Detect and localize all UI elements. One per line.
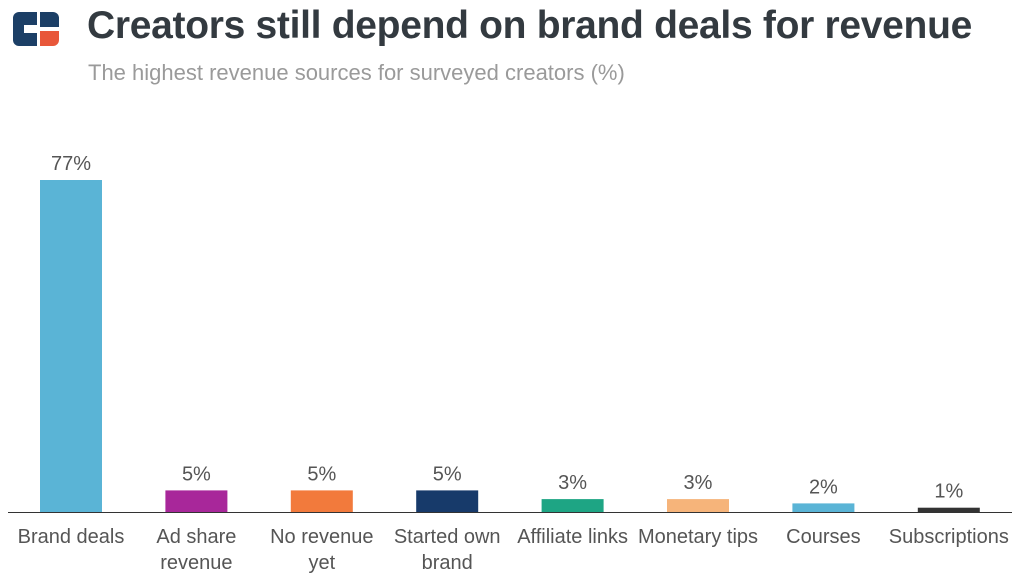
bar bbox=[667, 499, 729, 512]
chart-subtitle: The highest revenue sources for surveyed… bbox=[88, 60, 625, 85]
bar bbox=[416, 490, 479, 512]
value-label: 3% bbox=[558, 472, 587, 494]
category-label: Brand deals bbox=[18, 526, 125, 548]
bar bbox=[917, 507, 980, 512]
bar bbox=[792, 503, 855, 512]
value-label: 3% bbox=[684, 472, 713, 494]
value-label: 5% bbox=[433, 463, 462, 485]
brand-logo-icon bbox=[13, 12, 59, 46]
category-label: Started own bbox=[394, 526, 501, 548]
category-label: Affiliate links bbox=[517, 526, 628, 548]
value-label: 77% bbox=[51, 153, 91, 175]
category-label: Ad share bbox=[156, 526, 236, 548]
category-label: Subscriptions bbox=[889, 526, 1009, 548]
category-label: revenue bbox=[160, 552, 232, 574]
chart-title: Creators still depend on brand deals for… bbox=[87, 4, 972, 47]
value-label: 1% bbox=[934, 481, 963, 503]
value-label: 5% bbox=[307, 463, 336, 485]
category-label: yet bbox=[308, 552, 335, 574]
category-label: Courses bbox=[786, 526, 860, 548]
category-label: Monetary tips bbox=[638, 526, 758, 548]
category-label: No revenue bbox=[270, 526, 373, 548]
value-label: 2% bbox=[809, 476, 838, 498]
category-label: brand bbox=[422, 552, 473, 574]
bar bbox=[290, 490, 353, 512]
bar bbox=[165, 490, 228, 512]
bar bbox=[541, 499, 604, 512]
bar bbox=[40, 180, 102, 512]
value-label: 5% bbox=[182, 463, 211, 485]
